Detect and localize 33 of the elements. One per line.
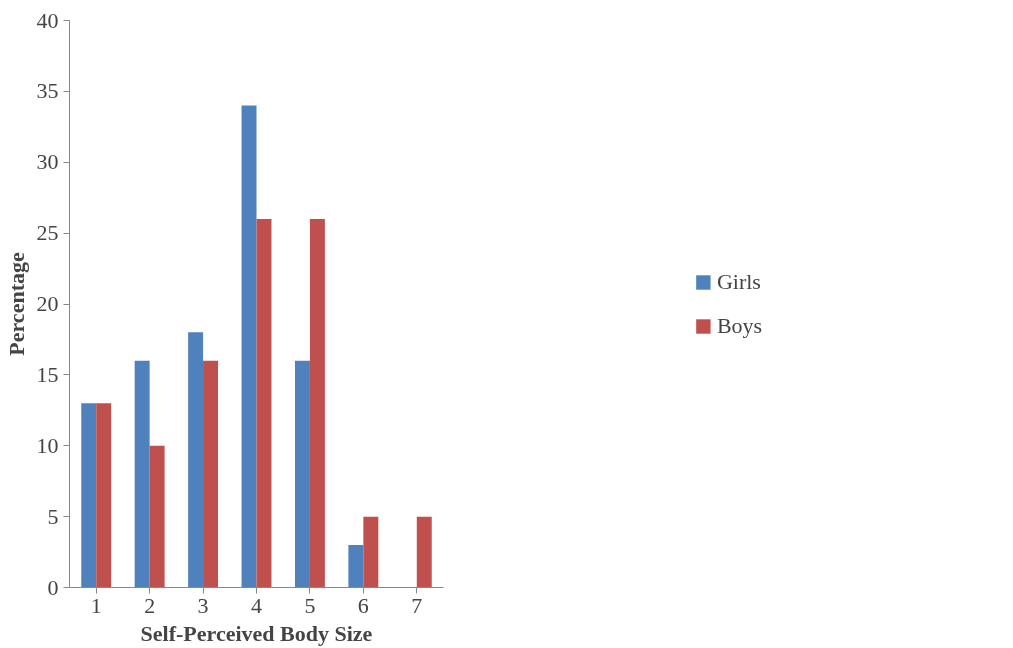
x-tick-label: 6 [357,592,369,618]
y-tick-label: 5 [47,503,59,529]
bar [81,403,97,588]
x-tick-label: 4 [251,592,262,618]
y-tick-label: 15 [36,361,59,387]
y-tick-label: 40 [36,7,59,33]
bar [309,218,325,588]
bar [188,332,204,588]
x-axis-title: Self-Perceived Body Size [140,620,373,646]
y-tick-label: 20 [36,291,59,316]
y-axis-title: Percentage [3,252,29,356]
legend-label: Girls [716,268,761,295]
bar [149,445,165,588]
y-tick-label: 25 [36,220,59,246]
bar [134,360,150,588]
x-tick-label: 2 [144,592,156,618]
y-tick-label: 30 [36,149,59,175]
x-tick-label: 5 [304,592,316,618]
bar [241,105,257,588]
bar [348,544,364,588]
y-tick-label: 10 [36,432,59,458]
y-tick-label: 35 [36,78,59,104]
x-tick-label: 3 [197,592,209,618]
x-tick-label: 1 [90,592,102,618]
y-tick-label: 0 [47,574,59,600]
bar [363,516,379,588]
bar [96,403,112,588]
bar [416,516,432,588]
bar [203,360,219,588]
bar [294,360,310,588]
bar [256,218,272,588]
x-tick-label: 7 [411,592,423,618]
legend-label: Boys [716,312,763,339]
